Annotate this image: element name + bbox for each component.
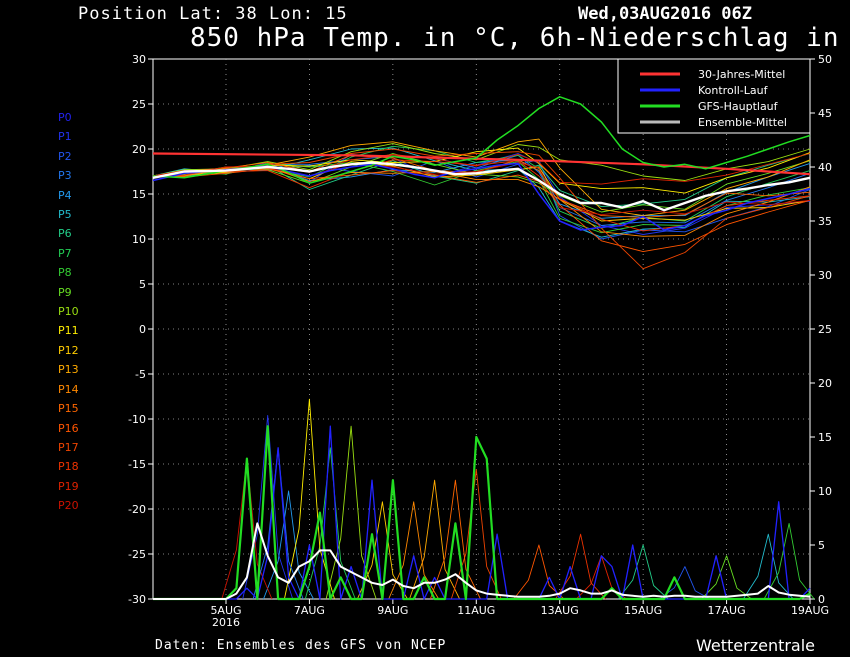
brand-label: Wetterzentrale [696,636,816,655]
temp-climate-mean-line [152,152,811,176]
temp-member-line [152,154,811,218]
x-tick-sublabel: 2016 [212,616,240,629]
y-left-tick-label: 30 [132,53,146,66]
y-right-tick-label: 40 [818,161,832,174]
y-left-tick-label: 10 [132,233,146,246]
y-right-tick-label: 35 [818,215,832,228]
precip-member-line [242,414,294,600]
precip-member-line [763,522,815,600]
y-left-tick-label: 15 [132,188,146,201]
member-label-p11: P11 [58,324,79,338]
member-label-p13: P13 [58,363,79,377]
y-left-tick-label: -10 [128,413,146,426]
precip-member-line [304,447,356,600]
precip-member-line [513,544,565,600]
member-label-p12: P12 [58,343,79,357]
y-left-tick-label: 5 [139,278,146,291]
member-label-p17: P17 [58,440,79,454]
x-tick-label: 13AUG [541,604,579,617]
y-left-tick-label: -5 [135,368,146,381]
temp-member-line [152,168,811,253]
member-label-p19: P19 [58,479,79,493]
y-left-tick-label: -20 [128,503,146,516]
x-tick-label: 11AUG [457,604,495,617]
x-tick-label: 7AUG [294,604,325,617]
precip-member-line [701,555,752,600]
member-label-p9: P9 [58,285,72,299]
legend-entry-label: 30-Jahres-Mittel [698,68,785,81]
x-tick-label: 17AUG [708,604,746,617]
x-tick-label: 19AUG [791,604,829,617]
precip-member-line [659,566,711,600]
y-right-tick-label: 30 [818,269,832,282]
member-label-p1: P1 [58,130,72,144]
y-right-tick-label: 10 [818,485,832,498]
member-label-p10: P10 [58,305,79,319]
y-right-tick-label: 45 [818,107,832,120]
precip-gfs-main-line [153,425,811,601]
legend-entry-label: Kontroll-Lauf [698,84,769,97]
precip-member-line [742,533,794,600]
x-tick-label: 5AUG [210,604,241,617]
precip-member-line [409,479,461,600]
member-label-p6: P6 [58,227,72,241]
legend-entry-label: GFS-Hauptlauf [698,100,779,113]
member-label-p20: P20 [58,499,79,513]
ensemble-member-list: P0 P1 P2 P3 P4 P5 P6 P7 P8 P9 P10 P11 P12 P13 P14 P15 P1… [58,108,79,516]
member-label-p16: P16 [58,421,79,435]
position-label: Position Lat: 38 Lon: 15 [78,4,348,24]
y-right-tick-label: 15 [818,431,832,444]
chart-title: 850 hPa Temp. in °C, 6h-Niederschlag in … [190,23,850,53]
member-label-p4: P4 [58,188,72,202]
y-left-tick-label: 25 [132,98,146,111]
member-label-p18: P18 [58,460,79,474]
y-left-tick-label: 20 [132,143,146,156]
precip-member-line [283,398,335,600]
member-label-p7: P7 [58,246,72,260]
member-label-p2: P2 [58,149,72,163]
y-right-tick-label: 20 [818,377,832,390]
legend-entry-label: Ensemble-Mittel [698,116,787,129]
member-label-p0: P0 [58,111,72,124]
member-label-p5: P5 [58,208,72,222]
y-left-tick-label: -25 [128,548,146,561]
y-right-tick-label: 5 [818,539,825,552]
x-tick-label: 15AUG [624,604,662,617]
run-date-label: Wed,03AUG2016 06Z [578,4,752,24]
temp-gfs-main-line [152,96,811,184]
precip-member-line [429,479,481,600]
temp-control-line [152,162,811,231]
y-left-tick-label: -30 [128,593,146,606]
y-left-tick-label: 0 [139,323,146,336]
y-right-tick-label: 50 [818,53,832,66]
y-right-tick-label: 0 [818,593,825,606]
precip-control-line [153,425,811,600]
precip-member-line [617,544,669,600]
member-label-p14: P14 [58,382,79,396]
y-left-tick-label: -15 [128,458,146,471]
member-label-p8: P8 [58,266,72,280]
y-right-tick-label: 25 [818,323,832,336]
member-label-p15: P15 [58,402,79,416]
data-source-label: Daten: Ensembles des GFS von NCEP [155,638,447,653]
x-tick-label: 9AUG [377,604,408,617]
member-label-p3: P3 [58,169,72,183]
temp-ensemble-mean-line [152,161,811,212]
precip-ensemble-mean-line [153,522,811,600]
